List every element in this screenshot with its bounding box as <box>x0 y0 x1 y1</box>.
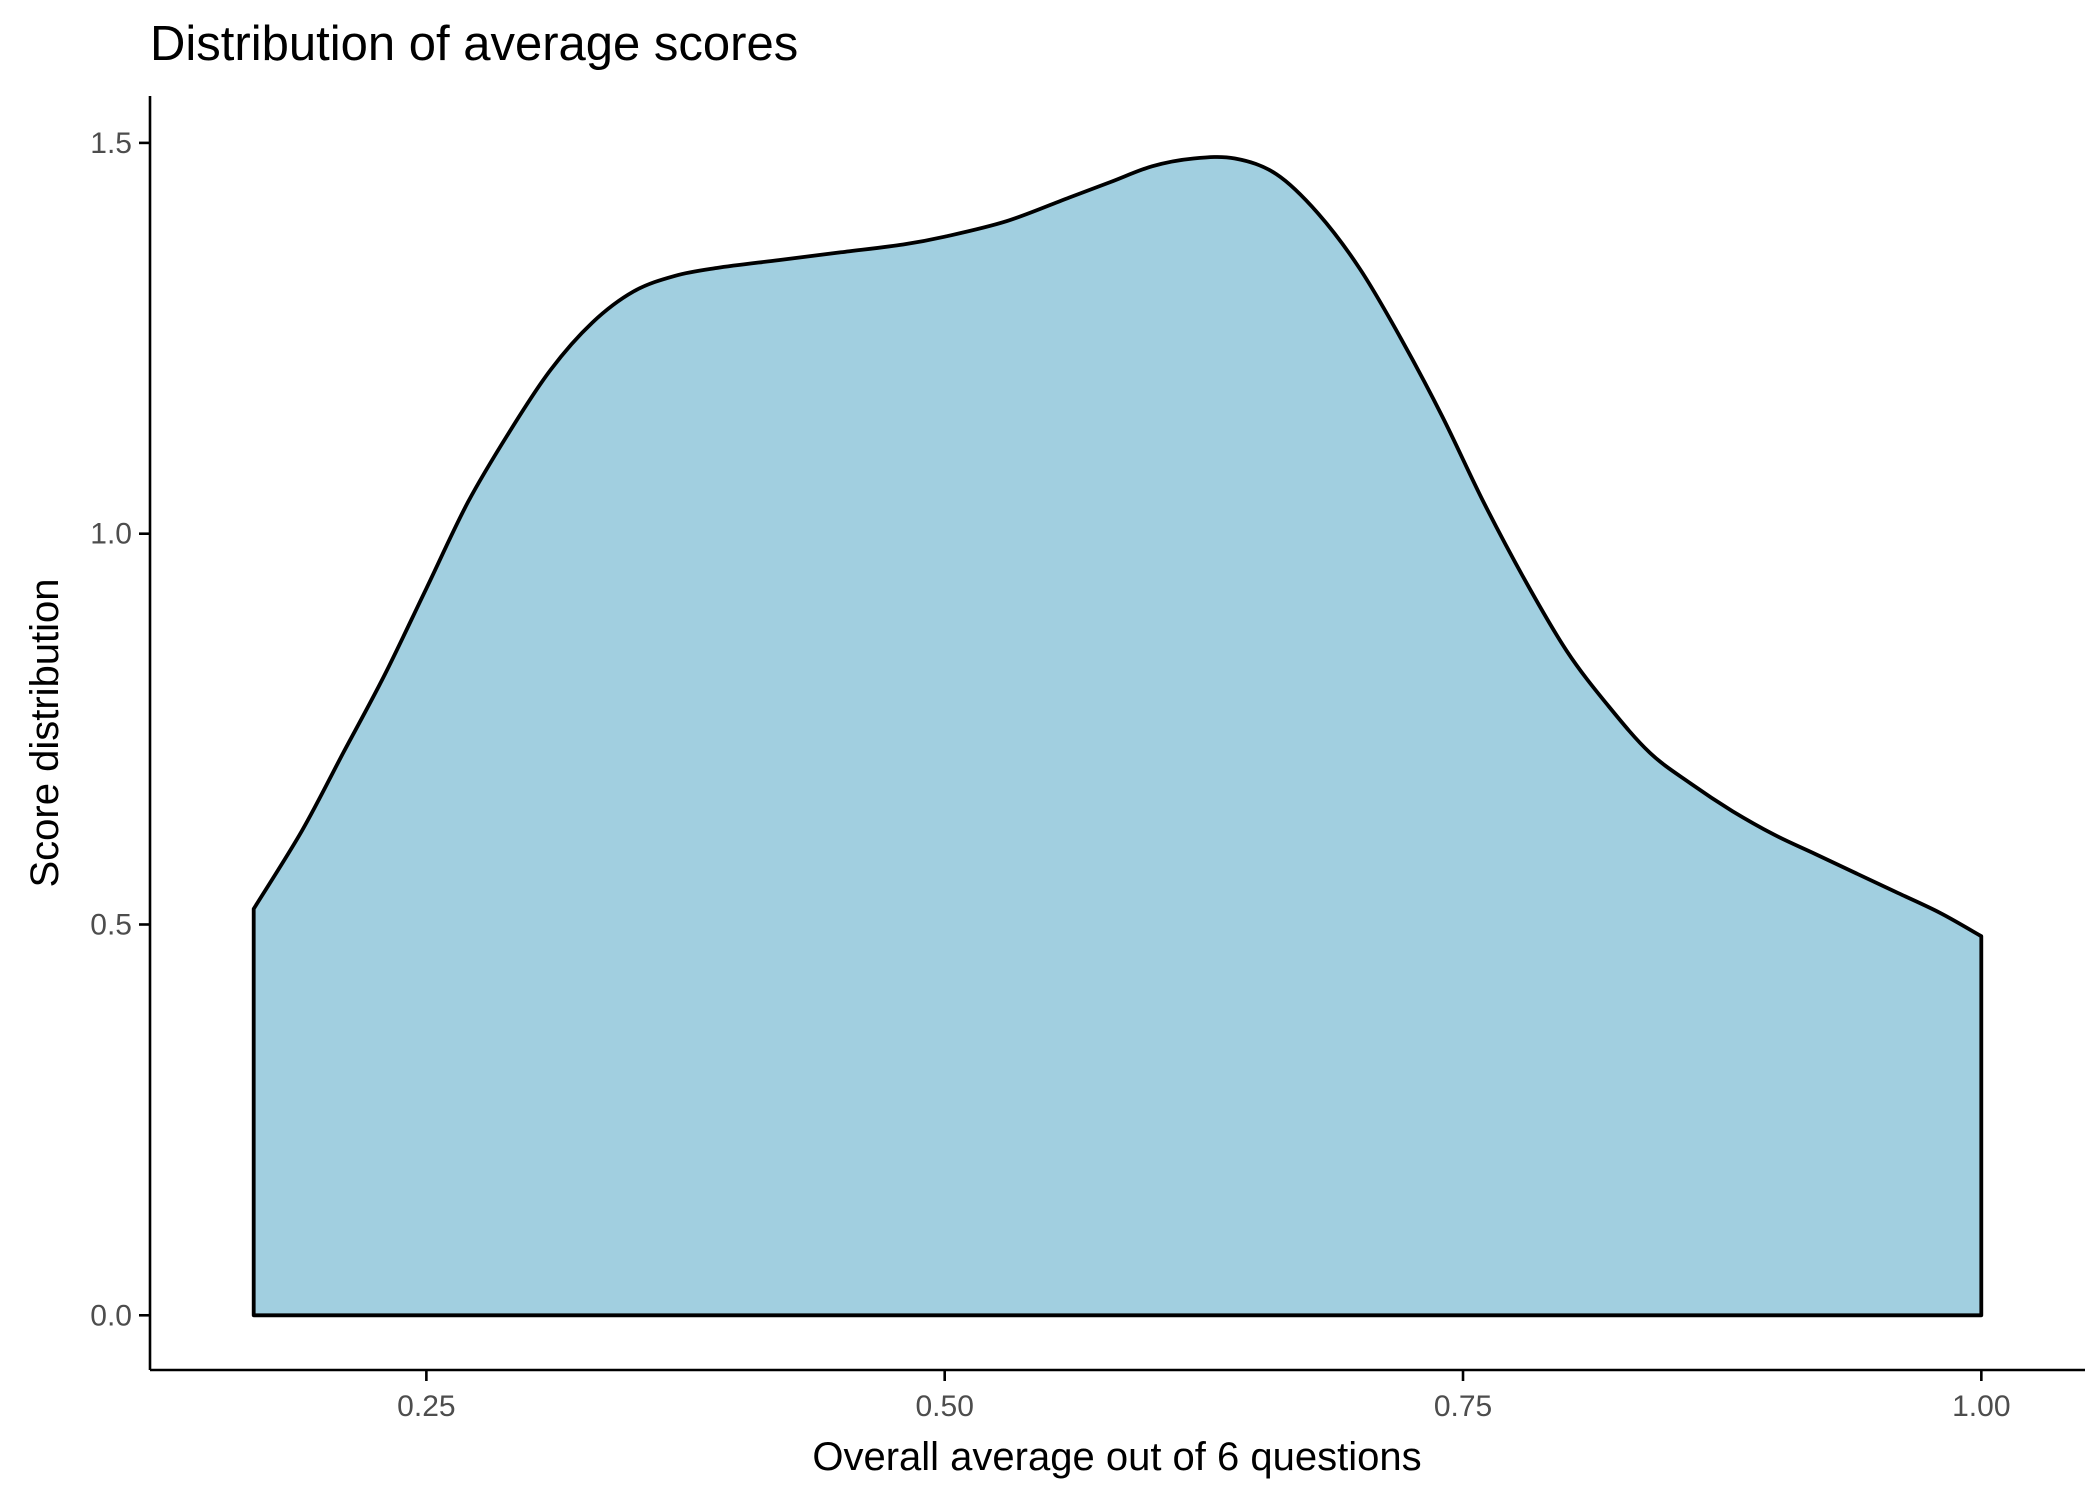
x-tick-label: 0.25 <box>397 1390 455 1423</box>
density-area <box>251 155 1984 1318</box>
x-tick-label: 1.00 <box>1952 1390 2010 1423</box>
y-axis-title: Score distribution <box>23 578 67 887</box>
x-axis-ticks: 0.25 0.50 0.75 1.00 <box>397 1370 2011 1423</box>
chart-title: Distribution of average scores <box>150 17 798 71</box>
x-tick-label: 0.75 <box>1434 1390 1492 1423</box>
y-tick-label: 0.0 <box>90 1299 132 1332</box>
x-axis-title: Overall average out of 6 questions <box>812 1435 1421 1479</box>
x-tick-label: 0.50 <box>915 1390 973 1423</box>
y-tick-label: 1.0 <box>90 518 132 551</box>
y-axis-ticks: 0.0 0.5 1.0 1.5 <box>90 127 150 1332</box>
y-tick-label: 0.5 <box>90 908 132 941</box>
y-tick-label: 1.5 <box>90 127 132 160</box>
